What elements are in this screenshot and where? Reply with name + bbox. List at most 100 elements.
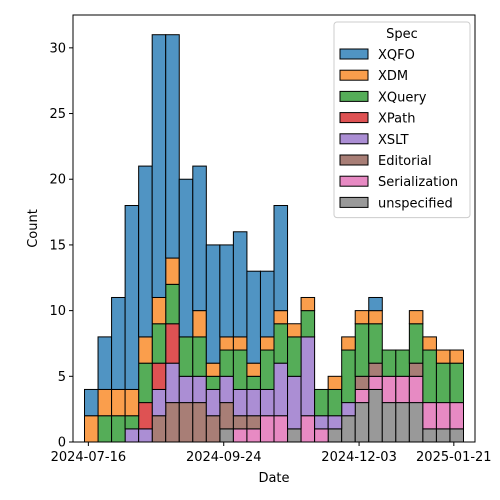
bar-segment: [205, 375, 221, 390]
bar-segment: [151, 296, 167, 325]
bar-segment: [205, 362, 221, 377]
bar-segment: [138, 336, 153, 364]
bar-segment: [219, 349, 234, 377]
bar-segment: [287, 428, 302, 443]
bar-segment: [97, 415, 113, 443]
bar-segment: [192, 310, 207, 338]
legend-swatch: [339, 90, 369, 102]
x-axis-label: Date: [258, 471, 289, 486]
bar-segment: [435, 428, 451, 443]
bar-segment: [178, 402, 194, 443]
bar-segment: [273, 362, 289, 417]
bar-segment: [327, 415, 343, 430]
legend-swatch: [339, 69, 369, 81]
bar-segment: [259, 388, 275, 417]
bar-segment: [246, 388, 261, 417]
bar-segment: [246, 270, 261, 364]
bar-segment: [165, 257, 180, 285]
bar-segment: [151, 415, 167, 443]
bar-segment: [422, 349, 437, 404]
bar-segment: [97, 388, 113, 417]
x-tick-label: 2025-01-21: [416, 450, 492, 465]
bar-segment: [84, 415, 99, 443]
bar-segment: [422, 336, 437, 351]
bar-segment: [300, 415, 316, 443]
bar-segment: [449, 349, 464, 364]
bar-segment: [178, 178, 194, 338]
legend-label: XPath: [378, 112, 415, 127]
legend-swatch: [339, 196, 369, 208]
bar-segment: [232, 415, 248, 430]
bar-segment: [287, 375, 302, 430]
bar-segment: [192, 336, 207, 377]
bar-segment: [192, 375, 207, 404]
bar-segment: [354, 323, 370, 377]
x-tick-label: 2024-09-24: [186, 450, 262, 465]
legend-label: unspecified: [378, 196, 453, 211]
bar-segment: [381, 349, 397, 377]
bar-segment: [395, 375, 410, 404]
y-axis-label: Count: [26, 209, 41, 248]
bar-segment: [368, 310, 383, 325]
bar-segment: [341, 336, 356, 351]
bar-segment: [354, 310, 370, 325]
bar-segment: [192, 165, 207, 312]
bar-segment: [259, 415, 275, 443]
bar-segment: [449, 362, 464, 404]
legend-label: XQuery: [378, 90, 427, 105]
bar-segment: [246, 362, 261, 377]
bar-segment: [300, 310, 316, 338]
bar-segment: [124, 428, 140, 443]
bar-segment: [314, 415, 329, 430]
legend-label: XDM: [378, 69, 408, 84]
y-tick-label: 10: [49, 304, 66, 319]
bar-segment: [327, 388, 343, 417]
bar-segment: [422, 402, 437, 430]
bar-segment: [435, 362, 451, 404]
bar-segment: [273, 323, 289, 364]
x-tick-label: 2024-12-03: [321, 450, 397, 465]
bar-segment: [368, 388, 383, 443]
bar-segment: [138, 428, 153, 443]
bar-segment: [300, 296, 316, 312]
y-tick-label: 5: [58, 370, 66, 385]
bar-segment: [273, 415, 289, 443]
y-tick-label: 25: [49, 107, 66, 122]
bar-segment: [246, 415, 261, 430]
x-tick-label: 2024-07-16: [51, 450, 127, 465]
bar-segment: [97, 336, 113, 390]
bar-segment: [84, 388, 99, 417]
legend-label: Serialization: [378, 175, 458, 190]
bar-segment: [205, 244, 221, 364]
bar-segment: [151, 388, 167, 417]
bar-segment: [124, 415, 140, 430]
bar-segment: [435, 402, 451, 430]
bar-segment: [151, 362, 167, 390]
bar-segment: [138, 362, 153, 404]
bar-segment: [408, 362, 424, 377]
bar-segment: [151, 34, 167, 298]
legend-label: XSLT: [378, 133, 409, 148]
bar-segment: [422, 428, 437, 443]
bar-segment: [232, 388, 248, 417]
legend-swatch: [339, 154, 369, 166]
bar-segment: [178, 336, 194, 377]
bar-segment: [341, 402, 356, 417]
plot-frame: [72, 14, 476, 443]
bar-segment: [341, 415, 356, 443]
legend-swatch: [339, 112, 369, 124]
legend: Spec XQFO XDM XQuery XPath XSLT Editorial Seri…: [333, 21, 471, 219]
bar-segment: [368, 296, 383, 312]
bar-segment: [205, 415, 221, 443]
bar-segment: [219, 402, 234, 430]
bar-segment: [273, 205, 289, 312]
bar-segment: [368, 362, 383, 377]
bar-segment: [341, 349, 356, 404]
bar-segment: [314, 388, 329, 417]
bar-segment: [381, 375, 397, 404]
bar-segment: [165, 34, 180, 259]
bar-segment: [408, 323, 424, 364]
bar-segment: [408, 402, 424, 443]
bar-segment: [232, 231, 248, 338]
